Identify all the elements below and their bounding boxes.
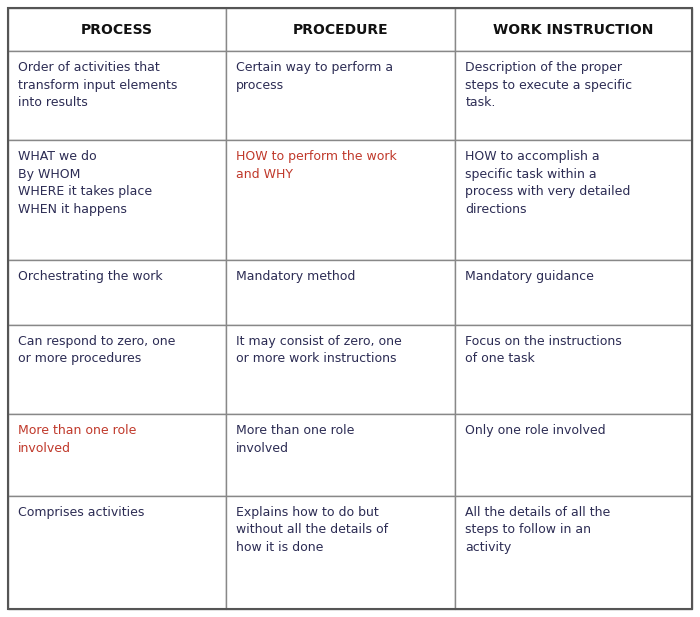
Text: Description of the proper
steps to execute a specific
task.: Description of the proper steps to execu… (466, 61, 633, 109)
Bar (455, 8, 692, 51)
Text: WHAT we do
By WHOM
WHERE it takes place
WHEN it happens: WHAT we do By WHOM WHERE it takes place … (18, 151, 152, 216)
Text: PROCESS: PROCESS (80, 23, 153, 36)
Bar (225, 260, 455, 325)
Text: More than one role
involved: More than one role involved (18, 424, 136, 455)
Text: HOW to accomplish a
specific task within a
process with very detailed
directions: HOW to accomplish a specific task within… (466, 151, 631, 216)
Bar (455, 51, 692, 141)
Text: Mandatory guidance: Mandatory guidance (466, 270, 594, 283)
Bar (8, 8, 225, 51)
Bar (8, 495, 225, 609)
Bar (225, 51, 455, 141)
Bar (225, 325, 455, 414)
Bar (8, 141, 225, 260)
Text: It may consist of zero, one
or more work instructions: It may consist of zero, one or more work… (235, 335, 401, 365)
Bar (225, 495, 455, 609)
Bar (455, 495, 692, 609)
Bar (455, 260, 692, 325)
Text: WORK INSTRUCTION: WORK INSTRUCTION (494, 23, 654, 36)
Bar (225, 141, 455, 260)
Bar (225, 8, 455, 51)
Bar (455, 141, 692, 260)
Text: Focus on the instructions
of one task: Focus on the instructions of one task (466, 335, 622, 365)
Text: Comprises activities: Comprises activities (18, 506, 144, 519)
Bar (8, 414, 225, 495)
Bar (225, 414, 455, 495)
Text: Mandatory method: Mandatory method (235, 270, 355, 283)
Bar (8, 260, 225, 325)
Text: HOW to perform the work
and WHY: HOW to perform the work and WHY (235, 151, 396, 181)
Bar (8, 51, 225, 141)
Bar (455, 414, 692, 495)
Bar (8, 325, 225, 414)
Text: Only one role involved: Only one role involved (466, 424, 606, 437)
Text: Explains how to do but
without all the details of
how it is done: Explains how to do but without all the d… (235, 506, 388, 553)
Text: All the details of all the
steps to follow in an
activity: All the details of all the steps to foll… (466, 506, 610, 553)
Text: Can respond to zero, one
or more procedures: Can respond to zero, one or more procedu… (18, 335, 176, 365)
Text: Certain way to perform a
process: Certain way to perform a process (235, 61, 393, 92)
Text: Orchestrating the work: Orchestrating the work (18, 270, 162, 283)
Text: Order of activities that
transform input elements
into results: Order of activities that transform input… (18, 61, 177, 109)
Text: More than one role
involved: More than one role involved (235, 424, 354, 455)
Text: PROCEDURE: PROCEDURE (293, 23, 388, 36)
Bar (455, 325, 692, 414)
